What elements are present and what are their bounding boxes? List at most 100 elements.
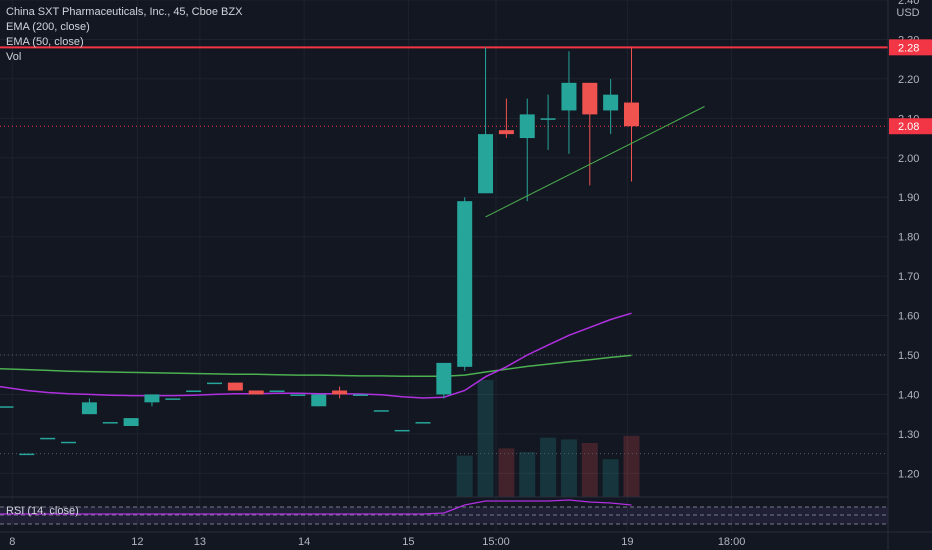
chart-legend: China SXT Pharmaceuticals, Inc., 45, Cbo… — [6, 5, 242, 65]
candle — [0, 406, 14, 408]
symbol-title[interactable]: China SXT Pharmaceuticals, Inc., 45, Cbo… — [6, 6, 243, 18]
candle-body — [61, 441, 77, 444]
volume-bar — [623, 435, 640, 497]
time-axis[interactable]: 8 12 13 14 15 15:00 19 18:00 — [9, 536, 745, 548]
candle — [290, 394, 306, 396]
volume-bars — [456, 380, 640, 497]
candle-body — [457, 201, 473, 367]
candle — [519, 98, 535, 202]
candle-body — [498, 130, 514, 135]
price-tick-label: 1.70 — [898, 271, 919, 283]
trendline-layer[interactable] — [485, 106, 705, 218]
candle — [40, 437, 56, 440]
ema50-line — [0, 312, 632, 399]
ema-lines — [0, 312, 632, 399]
candle-body — [352, 394, 368, 396]
trendline — [485, 106, 705, 218]
price-tick-label: 1.80 — [898, 232, 919, 244]
candle-body — [311, 394, 327, 407]
time-tick-label: 19 — [621, 536, 633, 548]
currency-label: USD — [896, 7, 919, 19]
candle — [478, 47, 494, 194]
price-tick-label: 2.20 — [898, 74, 919, 86]
time-tick-label: 8 — [9, 536, 15, 548]
price-tick-label: 1.60 — [898, 311, 919, 323]
candle-body — [227, 382, 243, 391]
candle — [81, 398, 97, 415]
price-label-box — [889, 118, 932, 135]
candle — [373, 410, 389, 412]
candle — [352, 394, 368, 396]
candle-body — [394, 429, 410, 432]
candle — [311, 394, 327, 407]
time-tick-label: 15:00 — [482, 536, 510, 548]
time-tick-label: 13 — [194, 536, 206, 548]
candle — [332, 386, 348, 399]
candle-body — [478, 134, 494, 194]
candle-body — [144, 394, 160, 403]
candle — [248, 390, 264, 395]
candle-body — [332, 390, 348, 395]
candle — [19, 453, 35, 456]
candle-body — [102, 422, 118, 424]
price-label-box — [889, 39, 932, 56]
time-tick-label: 18:00 — [718, 536, 746, 548]
price-tick-label: 1.40 — [898, 389, 919, 401]
candle — [582, 82, 598, 186]
candle-body — [373, 410, 389, 412]
ema50-legend[interactable]: EMA (50, close) — [6, 36, 84, 48]
candle-body — [207, 382, 222, 385]
volume-bar — [581, 443, 598, 497]
candle-body — [436, 362, 452, 395]
candle-body — [269, 390, 285, 392]
candle-body — [248, 390, 264, 395]
candle — [144, 394, 160, 407]
volume-bar — [456, 455, 473, 497]
candle — [498, 98, 514, 139]
candle-body — [290, 394, 306, 396]
price-tick-label: 1.50 — [898, 350, 919, 362]
candle-body — [582, 82, 598, 115]
candle — [436, 362, 452, 399]
ema200-legend[interactable]: EMA (200, close) — [6, 21, 90, 33]
price-axis[interactable]: 2.402.302.202.102.001.901.801.701.601.50… — [898, 0, 919, 480]
price-tick-label: 2.00 — [898, 153, 919, 165]
volume-bar — [519, 452, 536, 497]
candle-body — [540, 118, 556, 120]
price-labels: 2.28 2.08 — [889, 39, 932, 135]
candle-body — [519, 114, 535, 139]
rsi-legend[interactable]: RSI (14, close) — [6, 505, 79, 517]
candle-body — [40, 437, 56, 440]
candle-body — [123, 418, 139, 426]
candle — [102, 422, 118, 424]
volume-bar — [498, 448, 515, 497]
candle — [415, 422, 431, 424]
volume-bar — [602, 459, 619, 497]
candle — [61, 441, 77, 444]
price-tick-label: 1.20 — [898, 468, 919, 480]
candle — [269, 390, 285, 392]
price-label-text: 2.08 — [898, 121, 919, 133]
time-tick-label: 15 — [402, 536, 414, 548]
candle-body — [624, 102, 639, 127]
candle-body — [165, 398, 181, 400]
candle-body — [19, 453, 35, 456]
volume-bar — [560, 439, 577, 497]
price-label-text: 2.28 — [898, 42, 919, 54]
volume-bar — [477, 380, 494, 497]
candle — [394, 429, 410, 432]
candle-body — [603, 94, 619, 111]
time-tick-label: 12 — [131, 536, 143, 548]
candle-body — [561, 82, 577, 111]
candle — [165, 398, 181, 400]
volume-bar — [540, 437, 557, 497]
time-tick-label: 14 — [298, 536, 310, 548]
price-tick-label: 1.90 — [898, 192, 919, 204]
candle — [207, 382, 222, 385]
candle — [624, 47, 639, 182]
candle — [186, 390, 202, 392]
volume-legend[interactable]: Vol — [6, 51, 22, 63]
rsi-pane — [0, 496, 888, 525]
candle-body — [0, 406, 14, 408]
